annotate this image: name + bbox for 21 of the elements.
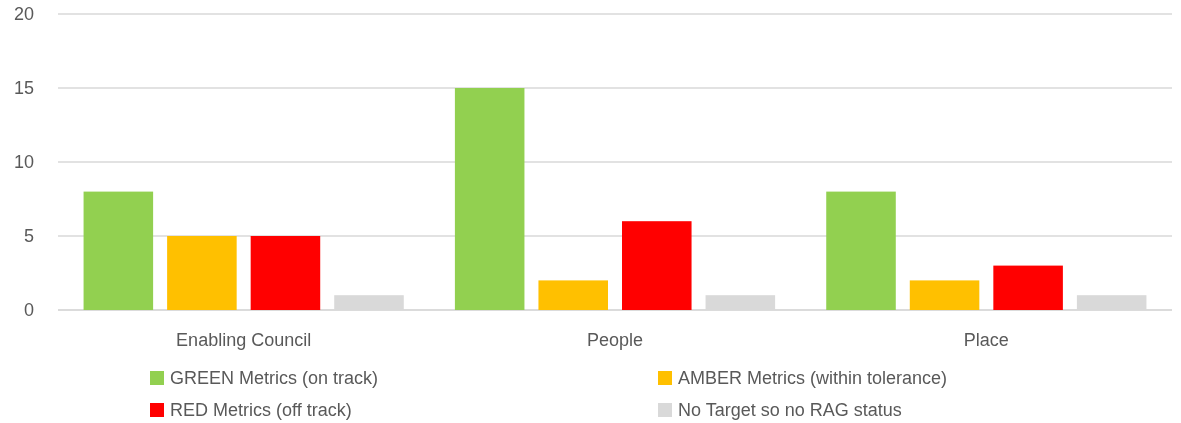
x-tick-label: Place [963, 330, 1009, 350]
bar [250, 236, 321, 310]
bar [826, 191, 896, 310]
bar [993, 265, 1063, 310]
bar [909, 280, 980, 310]
bar [167, 236, 237, 310]
y-tick-label: 20 [13, 4, 34, 25]
bar [83, 191, 154, 310]
y-tick-label: 0 [23, 300, 34, 321]
x-tick-label: People [586, 330, 644, 350]
legend-label: GREEN Metrics (on track) [170, 368, 379, 389]
x-tick-label: Enabling Council [176, 330, 312, 350]
bar [622, 221, 692, 310]
y-tick-label: 10 [13, 152, 34, 173]
legend-label: RED Metrics (off track) [170, 400, 352, 421]
bar [538, 280, 608, 310]
legend-label: No Target so no RAG status [678, 400, 902, 421]
y-tick-label: 15 [13, 78, 34, 99]
bar [454, 88, 525, 310]
legend-label: AMBER Metrics (within tolerance) [678, 368, 948, 389]
y-tick-label: 5 [23, 226, 34, 247]
